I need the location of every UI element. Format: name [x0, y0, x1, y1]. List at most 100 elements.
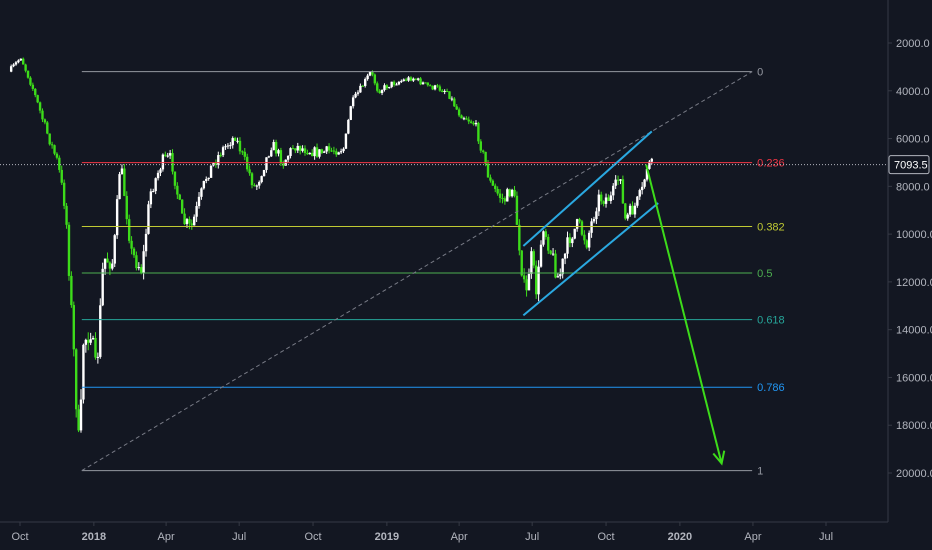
- price-axis[interactable]: 2000.0 4000.0 6000.0 8000.0 10000.0 12000.0 14…: [888, 38, 932, 480]
- time-axis-label: Apr: [451, 531, 468, 543]
- candle-body: [585, 240, 588, 248]
- price-axis-label: 14000.0: [896, 325, 932, 337]
- candle-body: [595, 211, 598, 220]
- candle-body: [277, 150, 280, 154]
- candle-body: [149, 191, 153, 205]
- candle-body: [571, 238, 574, 244]
- time-axis-label: 2020: [668, 531, 692, 543]
- candle-body: [311, 152, 314, 157]
- candle-body: [272, 142, 275, 151]
- candle-body: [496, 189, 499, 194]
- candle-body: [602, 201, 605, 204]
- candle-body: [349, 106, 352, 120]
- candle-body: [508, 189, 511, 197]
- candle-body: [258, 182, 261, 186]
- candle-body: [436, 85, 439, 87]
- candle-body: [67, 224, 71, 276]
- candle-body: [291, 148, 295, 150]
- candle-body: [74, 349, 78, 410]
- candle-body: [12, 64, 15, 67]
- candle-body: [270, 150, 273, 157]
- time-axis-label: Jul: [232, 531, 246, 543]
- candle-body: [482, 150, 485, 152]
- candle-body: [604, 197, 608, 204]
- candle-body: [628, 205, 632, 215]
- candle-body: [392, 81, 396, 85]
- candle-body: [221, 147, 225, 156]
- candle-body: [515, 195, 519, 225]
- candle-body: [195, 206, 198, 217]
- candle-body: [383, 85, 386, 91]
- candle-body: [501, 197, 504, 199]
- projection-arrow-head: [712, 450, 726, 466]
- candle-body: [484, 151, 487, 164]
- candle-body: [366, 75, 369, 80]
- time-axis[interactable]: Oct 2018 Apr Jul Oct 2019 Apr Jul Oct 2020 Apr Jul: [11, 522, 833, 543]
- candle-body: [190, 223, 193, 226]
- candle-body: [125, 195, 128, 220]
- candle-body: [583, 234, 586, 241]
- candle-body: [469, 121, 473, 123]
- candle-body: [363, 79, 367, 86]
- candle-body: [438, 86, 442, 91]
- candle-body: [193, 216, 196, 226]
- price-axis-label: 6000.0: [896, 134, 930, 146]
- channel-lower-line: [522, 202, 659, 317]
- candle-body: [168, 153, 172, 156]
- candle-body: [409, 77, 413, 81]
- candle-body: [522, 275, 526, 280]
- candle-body: [547, 236, 550, 251]
- candle-body: [178, 194, 181, 200]
- candle-body: [233, 138, 237, 141]
- candle-body: [43, 119, 47, 123]
- candle-body: [397, 81, 401, 85]
- candle-body: [48, 133, 51, 145]
- time-axis-label: Oct: [304, 531, 321, 543]
- candle-body: [619, 179, 622, 181]
- time-axis-label: Apr: [744, 531, 761, 543]
- candle-body: [614, 179, 617, 186]
- candle-body: [431, 85, 434, 90]
- candle-body: [205, 179, 208, 181]
- candle-body: [106, 258, 109, 263]
- candle-body: [332, 150, 336, 152]
- fib-level-label: 0: [757, 67, 763, 79]
- candle-body: [648, 161, 651, 169]
- candle-body: [118, 174, 121, 200]
- candle-body: [226, 145, 230, 147]
- candle-body: [19, 58, 23, 61]
- candle-body: [127, 219, 131, 241]
- candle-body: [354, 93, 357, 98]
- time-axis-label: Oct: [11, 531, 28, 543]
- candle-body: [373, 74, 377, 84]
- candle-body: [137, 267, 141, 269]
- drawings-layer: 0 0.236 0.382 0.5 0.618 0.786 1: [0, 67, 888, 478]
- candle-body: [303, 148, 307, 154]
- candle-body: [549, 250, 552, 254]
- candle-body: [267, 156, 271, 158]
- candle-body: [467, 119, 470, 122]
- candle-body: [123, 168, 126, 196]
- candle-body: [597, 194, 601, 212]
- candle-body: [323, 151, 326, 153]
- candle-body: [542, 231, 545, 245]
- candle-body: [156, 172, 160, 179]
- candle-body: [624, 203, 627, 219]
- candle-body: [636, 196, 639, 206]
- candle-body: [260, 176, 263, 183]
- candle-body: [498, 193, 502, 198]
- candle-body: [520, 250, 523, 276]
- candle-body: [34, 88, 37, 96]
- candle-body: [416, 78, 420, 80]
- candle-body: [301, 148, 304, 151]
- candle-body: [113, 235, 116, 264]
- candle-body: [60, 169, 63, 183]
- fib-level-label: 0.618: [757, 315, 785, 327]
- candle-body: [450, 98, 454, 100]
- candle-body: [626, 214, 629, 219]
- candle-body: [243, 151, 246, 157]
- fib-level-label: 0.5: [757, 268, 772, 280]
- candle-body: [130, 240, 133, 249]
- candle-body: [494, 185, 497, 190]
- candle-body: [99, 305, 102, 357]
